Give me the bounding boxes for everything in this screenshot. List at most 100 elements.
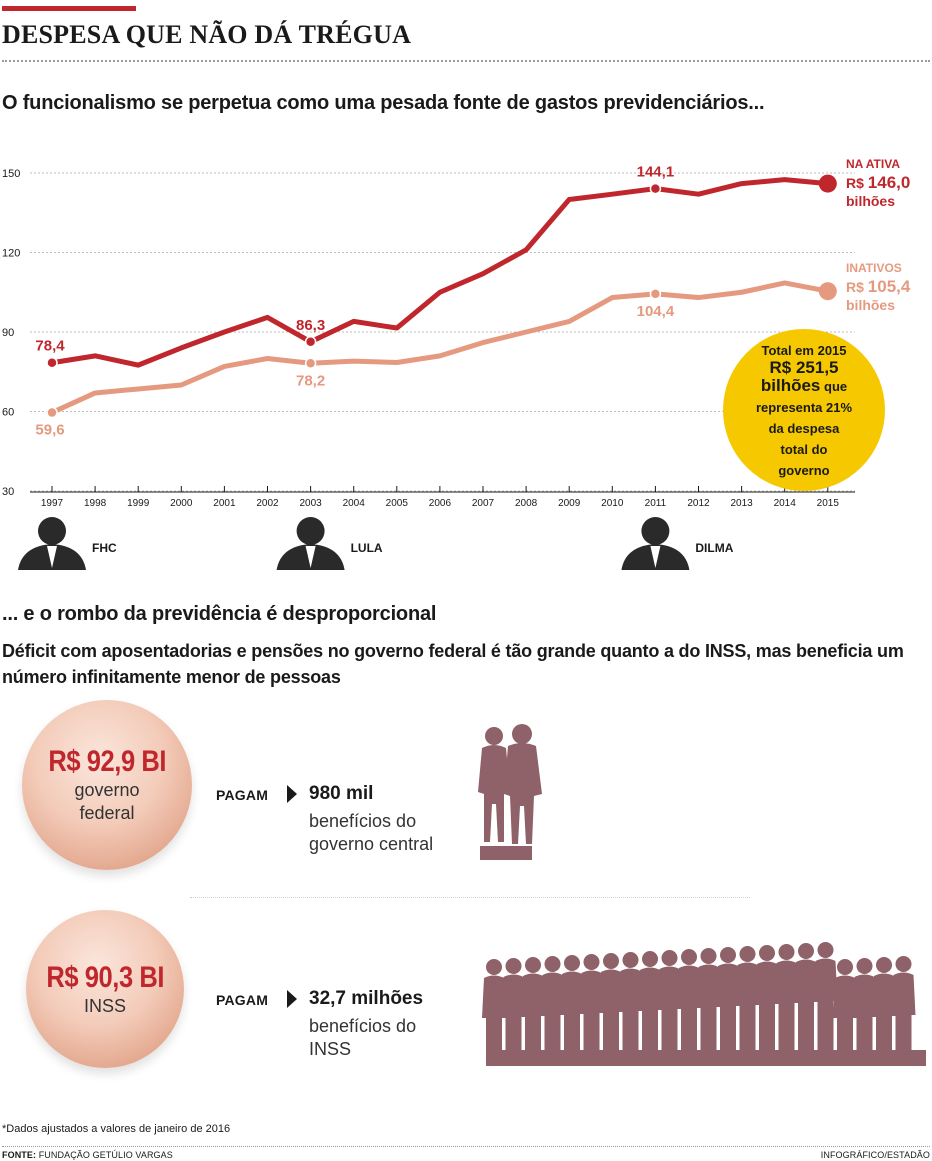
end-label-prefix: R$ <box>846 279 868 295</box>
x-tick-label: 2011 <box>645 498 667 509</box>
crowd-person-head <box>895 956 912 972</box>
federal-deficit-label-1: governo <box>74 780 140 800</box>
portrait-head <box>38 517 66 545</box>
data-label: 59,6 <box>35 422 64 439</box>
series-line-1 <box>49 280 831 416</box>
portrait-head <box>296 517 325 545</box>
footnote: *Dados ajustados a valores de janeiro de… <box>2 1123 231 1135</box>
pays-label-federal: PAGAM <box>216 787 269 803</box>
callout-text: R$ 251,5 <box>770 358 839 377</box>
x-tick-label: 2012 <box>687 498 710 509</box>
crowd-person-head <box>837 959 853 975</box>
federal-benefits-count: 980 mil <box>309 783 374 804</box>
series-point <box>46 406 58 419</box>
headline-divider <box>2 60 930 62</box>
y-axis-ticks: 150 120 90 60 30 <box>2 168 20 498</box>
end-label-unit: bilhões <box>846 297 895 313</box>
crowd-person-head <box>778 944 795 960</box>
crowd-person-head <box>583 954 600 970</box>
y-tick-label: 90 <box>2 327 14 339</box>
callout-text: bilhões que <box>761 376 847 395</box>
crowd-person-body <box>891 972 916 1050</box>
crowd-person-body <box>638 967 662 1050</box>
x-tick-label: 2006 <box>429 498 452 509</box>
end-label-title: NA ATIVA <box>846 157 900 171</box>
series-end-point <box>818 282 837 301</box>
crowd-person-body <box>774 960 799 1050</box>
president-markers: FHC LULA DILMA <box>18 517 734 570</box>
end-label-value: R$ 146,0 <box>846 173 910 192</box>
headline: DESPESA QUE NÃO DÁ TRÉGUA <box>2 20 412 49</box>
data-label: 104,4 <box>637 303 675 320</box>
portrait-collar <box>305 546 316 568</box>
crowd-person-head <box>525 957 541 973</box>
callout-text: total do <box>781 442 828 457</box>
end-label-prefix: R$ <box>846 175 868 191</box>
callout-text-tail: que <box>820 379 847 394</box>
headline-accent-bar <box>2 6 136 11</box>
x-tick-label: 2008 <box>515 498 538 509</box>
y-tick-label: 150 <box>2 168 20 180</box>
x-tick-label: 2001 <box>213 498 236 509</box>
inss-benefits-desc-1: benefícios do <box>309 1016 417 1036</box>
section2-subtitle: Déficit com aposentadorias e pensões no … <box>2 641 904 687</box>
crowd-person-head <box>759 945 775 961</box>
chart-grid <box>30 172 855 492</box>
callout-text: representa 21% <box>756 400 853 415</box>
inss-deficit-ball: R$ 90,3 BI INSS <box>26 910 184 1068</box>
data-label: 78,2 <box>296 372 325 389</box>
source-line: FONTE: FUNDAÇÃO GETÚLIO VARGAS <box>2 1150 173 1160</box>
spending-line-chart: 150 120 90 60 30 1997 1998 1999 2000 2001 2002 200… <box>2 157 911 570</box>
federal-deficit-ball: R$ 92,9 BI governo federal <box>22 700 192 870</box>
pays-label-inss: PAGAM <box>216 992 269 1008</box>
crowd-person-head <box>603 953 619 969</box>
crowd-person-head <box>817 942 834 958</box>
crowd-person-body <box>677 965 701 1050</box>
inss-benefits-desc-2: INSS <box>309 1039 352 1059</box>
crowd-person-body <box>813 958 838 1050</box>
inss-benefits-count: 32,7 milhões <box>309 988 424 1009</box>
crowd-person-head <box>505 958 522 974</box>
x-tick-label: 2000 <box>170 498 193 509</box>
crowd-person-body <box>657 966 682 1050</box>
president-portrait-icon <box>18 517 86 570</box>
series-point <box>649 182 662 195</box>
large-crowd-people-icon <box>482 942 926 1066</box>
x-tick-label: 1998 <box>84 498 107 509</box>
federal-benefits-desc-1: benefícios do <box>309 811 417 831</box>
portrait-collar <box>650 546 661 568</box>
end-label-number: 146,0 <box>868 173 911 192</box>
x-tick-label: 2007 <box>472 498 495 509</box>
data-label: 86,3 <box>296 317 325 334</box>
crowd-person-head <box>681 949 697 965</box>
callout-text: da despesa <box>769 421 841 436</box>
series-point <box>46 356 58 369</box>
x-tick-label: 2015 <box>817 498 840 509</box>
president-name: DILMA <box>695 541 733 555</box>
crowd-person-body <box>501 974 526 1050</box>
federal-deficit-value: R$ 92,9 BI <box>48 745 166 778</box>
crowd-person-body <box>521 973 545 1050</box>
chart-series <box>46 174 837 419</box>
series-point <box>649 288 662 300</box>
end-label-number: 105,4 <box>868 277 911 296</box>
data-labels: 78,4 86,3 144,1 59,6 78,2 104,4 <box>35 164 674 439</box>
crowd-person-head <box>642 951 658 967</box>
crowd-person-body <box>794 959 818 1050</box>
callout-circle <box>723 329 885 491</box>
x-tick-label: 2009 <box>558 498 581 509</box>
x-tick-label: 2004 <box>343 498 366 509</box>
small-group-people-icon <box>478 724 542 860</box>
callout-text: governo <box>778 463 829 478</box>
crowd-person-body <box>872 973 896 1050</box>
portrait-collar <box>47 546 57 568</box>
data-label: 78,4 <box>35 338 65 355</box>
crowd-person-head <box>622 952 639 968</box>
crowd-person-head <box>798 943 814 959</box>
crowd-person-body <box>579 970 604 1050</box>
callout-unit: bilhões <box>761 376 821 395</box>
x-tick-label: 2014 <box>774 498 797 509</box>
inss-deficit-label: INSS <box>83 995 126 1016</box>
president-portrait-icon <box>621 517 690 570</box>
